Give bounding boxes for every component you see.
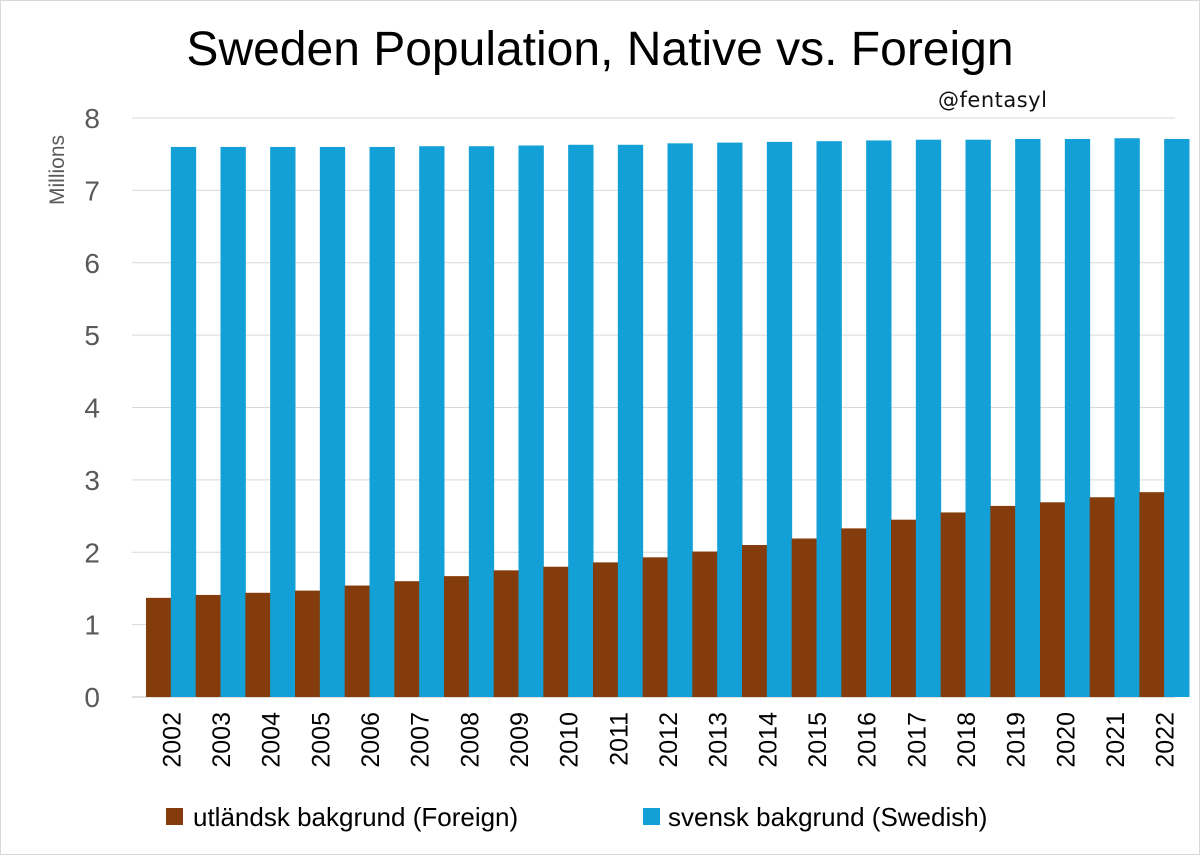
y-tick-label: 5 <box>84 320 100 351</box>
x-tick-label-2011: 2011 <box>605 712 633 766</box>
x-tick-label-2019: 2019 <box>1003 712 1031 768</box>
bar-swedish-2012 <box>667 143 693 697</box>
y-tick-label: 3 <box>84 465 100 496</box>
bar-foreign-2012 <box>642 557 668 697</box>
legend-swatch-foreign <box>166 808 183 825</box>
x-tick-label-2021: 2021 <box>1102 712 1130 768</box>
y-tick-label: 2 <box>84 537 100 568</box>
legend-label-foreign: utländsk bakgrund (Foreign) <box>193 802 518 832</box>
bar-foreign-2011 <box>593 562 619 697</box>
bar-foreign-2017 <box>891 519 917 697</box>
bar-swedish-2002 <box>170 146 197 697</box>
bar-swedish-2021 <box>1114 138 1140 697</box>
bar-foreign-2013 <box>692 551 718 697</box>
bar-swedish-2009 <box>518 145 544 697</box>
x-tick-label-2015: 2015 <box>804 712 832 768</box>
y-tick-label: 1 <box>84 610 100 641</box>
x-tick-label-2004: 2004 <box>258 712 286 768</box>
x-axis-ticks: 2002 2003 2004 2005 2006 2007 2008 2009 2010 2011… <box>158 712 1179 768</box>
bar-foreign-2007 <box>394 581 420 697</box>
x-tick-label-2014: 2014 <box>754 712 782 768</box>
y-tick-label: 4 <box>84 393 100 424</box>
x-tick-label-2017: 2017 <box>903 712 931 768</box>
bar-foreign-2002 <box>146 597 172 697</box>
bar-swedish-2015 <box>816 141 842 697</box>
bar-swedish-2017 <box>915 139 942 697</box>
bar-swedish-2020 <box>1064 138 1091 698</box>
bar-swedish-2006 <box>369 146 395 697</box>
bar-swedish-2022 <box>1164 138 1190 698</box>
y-tick-label: 0 <box>84 682 100 713</box>
bar-swedish-2005 <box>319 146 346 697</box>
x-tick-label-2018: 2018 <box>953 712 981 768</box>
y-tick-label: 7 <box>84 175 100 206</box>
bar-swedish-2013 <box>717 142 743 698</box>
bar-swedish-2019 <box>1015 138 1041 698</box>
bar-swedish-2016 <box>866 140 892 697</box>
x-tick-label-2010: 2010 <box>556 712 584 768</box>
y-tick-label: 8 <box>84 103 100 134</box>
bar-foreign-2020 <box>1040 502 1066 697</box>
x-tick-label-2016: 2016 <box>854 712 882 768</box>
credit-label: @fentasyl <box>938 88 1048 112</box>
bars <box>146 138 1190 698</box>
chart-title: Sweden Population, Native vs. Foreign <box>186 23 1014 76</box>
bar-foreign-2008 <box>444 576 470 697</box>
bar-foreign-2022 <box>1139 492 1165 697</box>
bar-foreign-2010 <box>543 566 569 697</box>
bar-foreign-2019 <box>990 505 1016 697</box>
bar-swedish-2014 <box>766 141 793 697</box>
bar-foreign-2009 <box>493 570 519 697</box>
x-tick-label-2020: 2020 <box>1052 712 1080 768</box>
bar-swedish-2018 <box>965 139 991 697</box>
bar-foreign-2006 <box>344 585 370 697</box>
bar-swedish-2008 <box>468 146 495 698</box>
y-axis-label: Millions <box>46 135 69 205</box>
x-tick-label-2002: 2002 <box>158 712 186 768</box>
bar-foreign-2018 <box>940 512 966 697</box>
bar-swedish-2011 <box>617 144 644 697</box>
bar-foreign-2014 <box>742 545 768 697</box>
y-tick-label: 6 <box>84 248 100 279</box>
x-tick-label-2009: 2009 <box>506 712 534 768</box>
x-tick-label-2003: 2003 <box>208 712 236 768</box>
x-tick-label-2012: 2012 <box>655 712 683 768</box>
x-tick-label-2005: 2005 <box>307 712 335 768</box>
bar-foreign-2021 <box>1089 497 1115 697</box>
x-tick-label-2013: 2013 <box>705 712 733 768</box>
x-tick-label-2008: 2008 <box>456 712 484 768</box>
bar-swedish-2003 <box>220 146 246 697</box>
x-tick-label-2007: 2007 <box>407 712 435 768</box>
legend: utländsk bakgrund (Foreign) svensk bakgr… <box>166 802 987 832</box>
bar-foreign-2016 <box>841 528 867 697</box>
legend-label-swedish: svensk bakgrund (Swedish) <box>668 802 987 832</box>
bar-foreign-2015 <box>791 538 817 697</box>
x-tick-label-2022: 2022 <box>1152 712 1180 768</box>
y-axis-ticks: 0 1 2 3 4 5 6 7 8 <box>84 103 100 713</box>
legend-swatch-swedish <box>643 808 660 825</box>
bar-swedish-2007 <box>419 146 445 698</box>
x-tick-label-2006: 2006 <box>357 712 385 768</box>
bar-foreign-2004 <box>245 592 271 697</box>
bar-swedish-2010 <box>568 144 594 697</box>
bar-foreign-2003 <box>195 594 221 697</box>
bar-foreign-2005 <box>295 590 321 697</box>
bar-swedish-2004 <box>270 146 296 697</box>
